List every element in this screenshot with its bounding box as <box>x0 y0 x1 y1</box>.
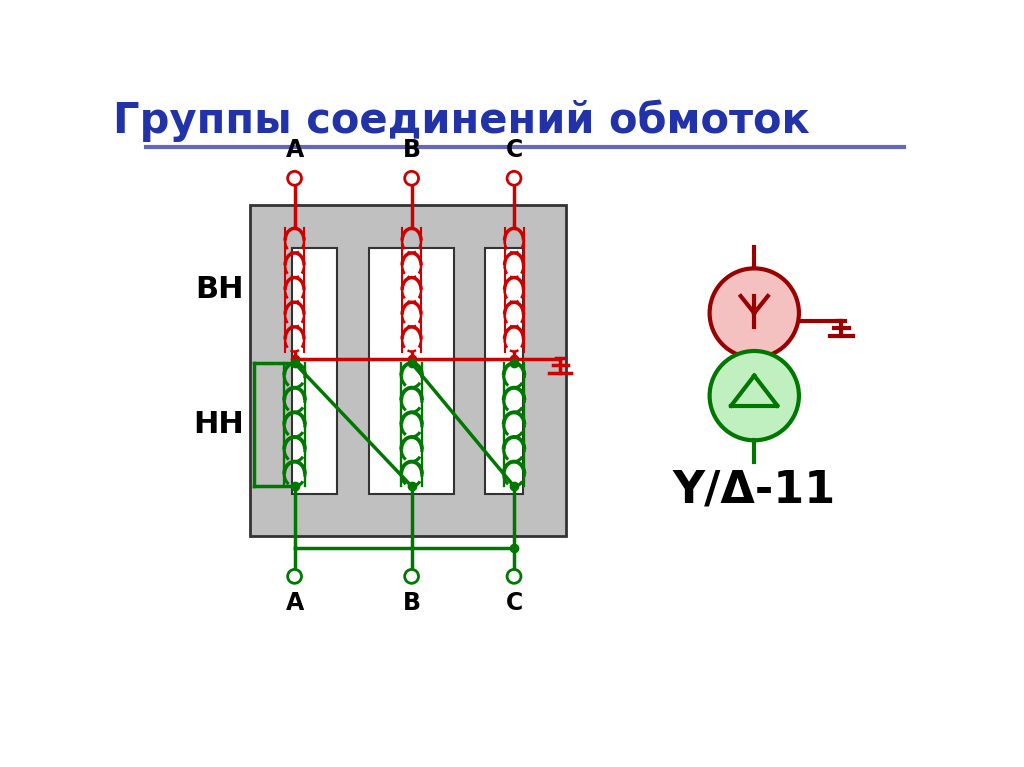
Text: B: B <box>402 138 421 162</box>
Text: Группы соединений обмоток: Группы соединений обмоток <box>114 99 810 142</box>
Text: C: C <box>506 591 522 615</box>
Circle shape <box>507 569 521 583</box>
Bar <box>484 248 523 494</box>
Text: НН: НН <box>194 410 245 439</box>
Circle shape <box>288 171 301 185</box>
Circle shape <box>404 171 419 185</box>
Circle shape <box>507 171 521 185</box>
Text: B: B <box>402 591 421 615</box>
Circle shape <box>288 569 301 583</box>
Text: A: A <box>286 591 304 615</box>
Text: A: A <box>286 138 304 162</box>
Text: C: C <box>506 138 522 162</box>
Bar <box>250 206 565 536</box>
Text: Y/Δ-11: Y/Δ-11 <box>673 469 836 512</box>
Circle shape <box>710 268 799 357</box>
Bar <box>370 248 454 494</box>
Bar <box>292 248 337 494</box>
Circle shape <box>710 351 799 440</box>
Text: ВН: ВН <box>195 275 244 304</box>
Circle shape <box>404 569 419 583</box>
